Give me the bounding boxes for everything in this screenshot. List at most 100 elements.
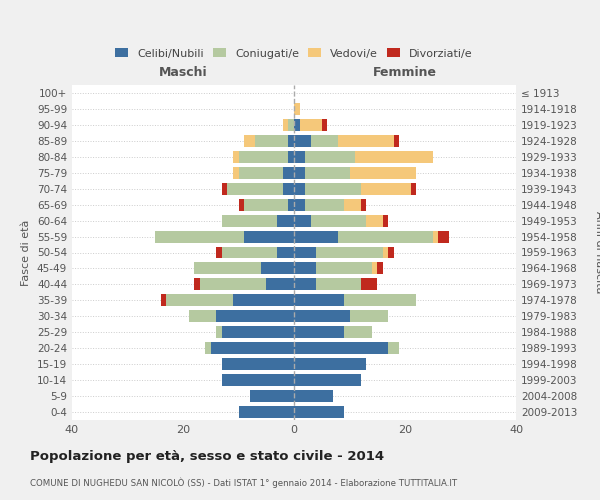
Bar [361,278,377,290]
Bar [372,262,377,274]
Bar [222,182,227,194]
Bar [166,294,233,306]
Bar [311,214,366,226]
Legend: Celibi/Nubili, Coniugati/e, Vedovi/e, Divorziati/e: Celibi/Nubili, Coniugati/e, Vedovi/e, Di… [111,44,477,63]
Bar [388,342,400,354]
Bar [294,135,311,147]
Text: Maschi: Maschi [158,66,208,78]
Bar [349,167,416,178]
Bar [277,246,294,258]
Text: Femmine: Femmine [373,66,437,78]
Bar [294,406,344,418]
Bar [222,246,277,258]
Bar [355,151,433,163]
Bar [294,230,338,242]
Bar [294,278,316,290]
Bar [294,310,349,322]
Bar [438,230,449,242]
Bar [311,135,338,147]
Bar [394,135,400,147]
Bar [283,182,294,194]
Bar [277,214,294,226]
Bar [250,390,294,402]
Bar [361,182,410,194]
Bar [294,198,305,210]
Bar [305,151,355,163]
Bar [194,262,260,274]
Bar [216,246,222,258]
Bar [344,326,372,338]
Bar [283,119,289,131]
Bar [238,167,283,178]
Bar [289,151,294,163]
Bar [316,278,361,290]
Bar [205,342,211,354]
Bar [294,262,316,274]
Bar [222,326,294,338]
Bar [216,326,222,338]
Bar [239,151,289,163]
Bar [294,294,344,306]
Bar [294,214,311,226]
Bar [244,230,294,242]
Bar [294,167,305,178]
Bar [383,214,388,226]
Bar [260,262,294,274]
Bar [344,198,361,210]
Bar [294,358,366,370]
Bar [316,246,383,258]
Bar [316,262,372,274]
Bar [344,294,416,306]
Bar [305,182,361,194]
Bar [222,374,294,386]
Bar [322,119,328,131]
Bar [266,278,294,290]
Bar [239,406,294,418]
Bar [294,246,316,258]
Bar [289,135,294,147]
Bar [388,246,394,258]
Bar [233,294,294,306]
Bar [216,310,294,322]
Bar [289,198,294,210]
Text: COMUNE DI NUGHEDU SAN NICOLÒ (SS) - Dati ISTAT 1° gennaio 2014 - Elaborazione TU: COMUNE DI NUGHEDU SAN NICOLÒ (SS) - Dati… [30,478,457,488]
Bar [200,278,266,290]
Bar [361,198,366,210]
Text: Popolazione per età, sesso e stato civile - 2014: Popolazione per età, sesso e stato civil… [30,450,384,463]
Bar [383,246,388,258]
Y-axis label: Anni di nascita: Anni di nascita [594,211,600,294]
Bar [188,310,216,322]
Bar [283,167,294,178]
Bar [366,214,383,226]
Bar [294,390,333,402]
Bar [294,151,305,163]
Bar [299,119,322,131]
Bar [194,278,200,290]
Bar [433,230,438,242]
Bar [239,198,244,210]
Bar [305,198,344,210]
Bar [349,310,388,322]
Bar [222,214,277,226]
Bar [161,294,166,306]
Bar [294,119,299,131]
Bar [255,135,289,147]
Bar [211,342,294,354]
Bar [233,167,239,178]
Bar [377,262,383,274]
Bar [233,151,239,163]
Bar [222,358,294,370]
Bar [244,135,255,147]
Bar [294,326,344,338]
Bar [244,198,289,210]
Bar [338,135,394,147]
Bar [338,230,433,242]
Bar [410,182,416,194]
Bar [294,342,388,354]
Bar [305,167,349,178]
Bar [289,119,294,131]
Bar [294,103,299,115]
Y-axis label: Fasce di età: Fasce di età [22,220,31,286]
Bar [227,182,283,194]
Bar [294,374,361,386]
